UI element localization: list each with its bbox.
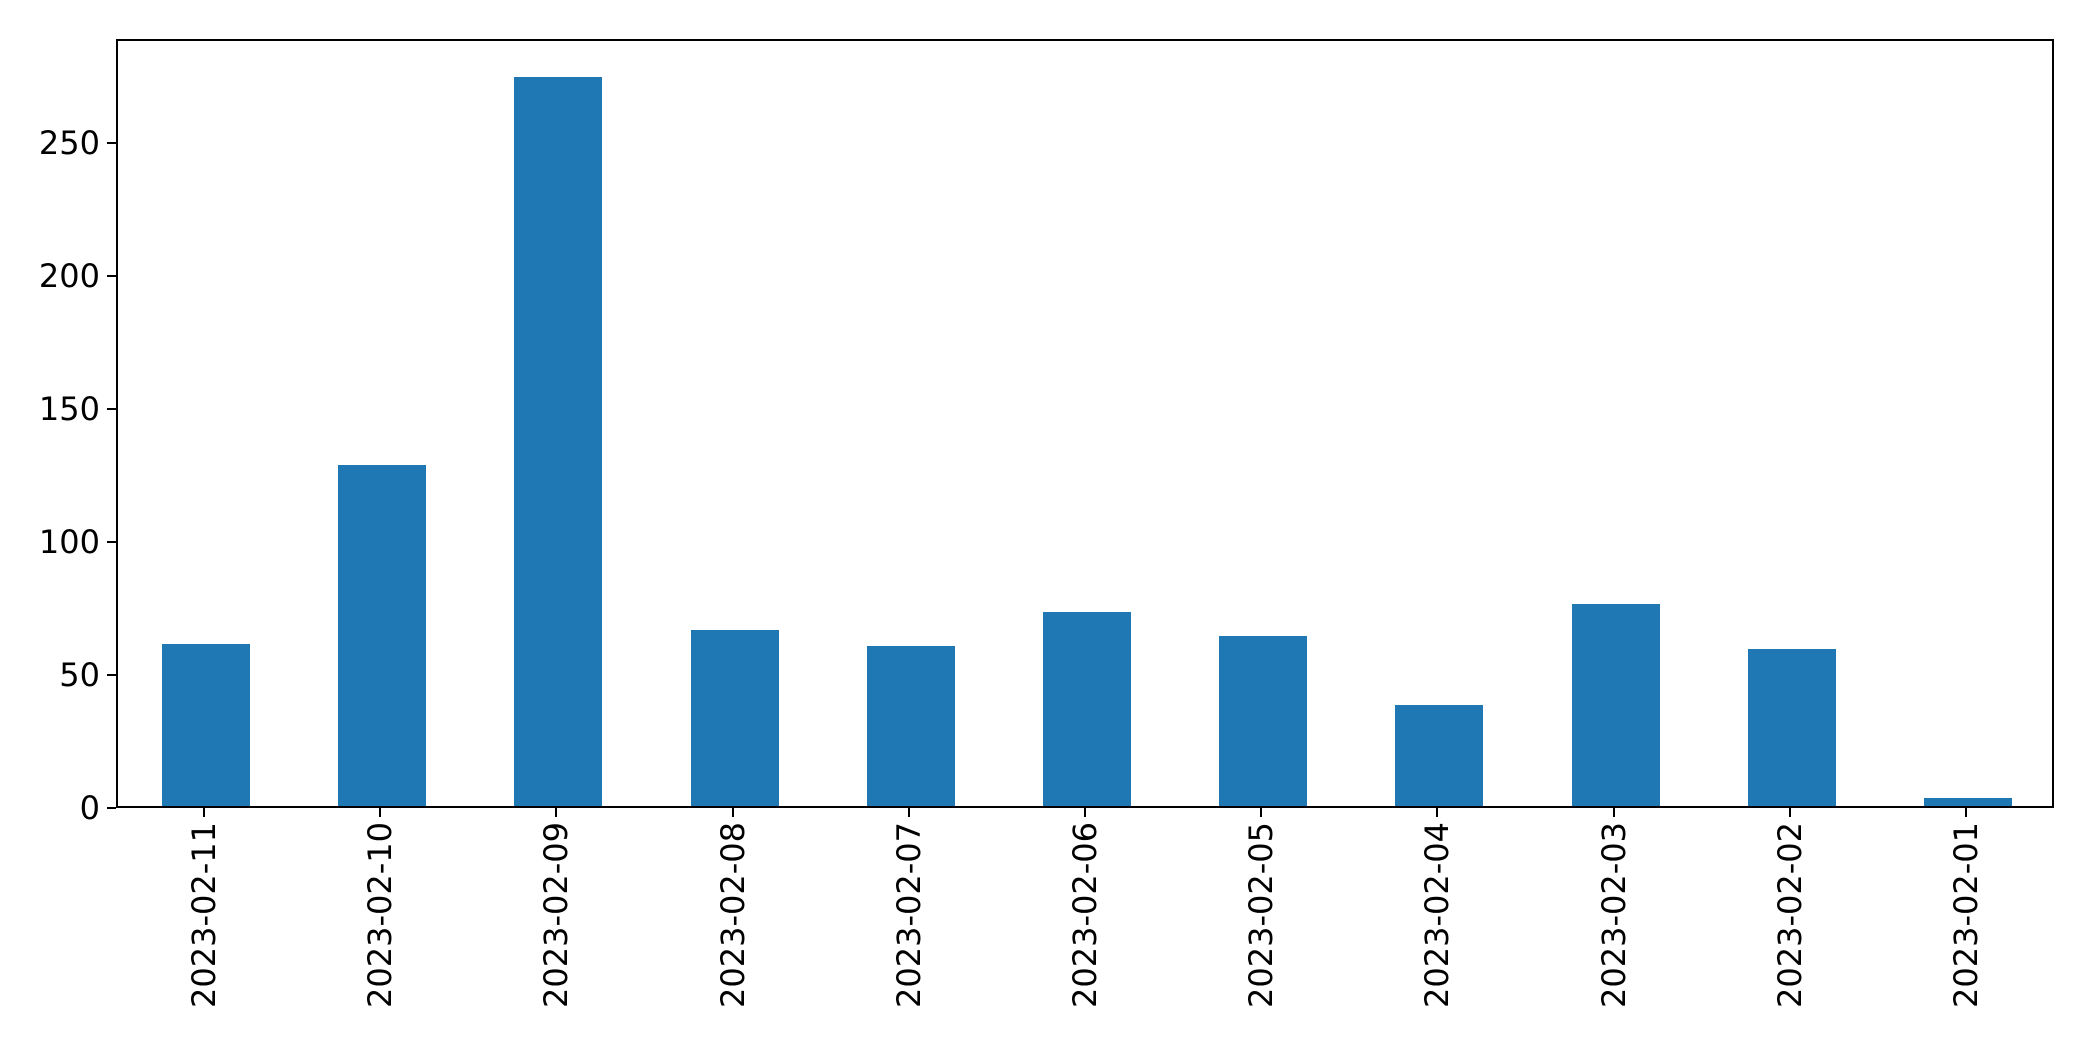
x-axis-tick-label: 2023-02-01 <box>1947 822 1985 1008</box>
x-axis-tick-mark <box>1084 808 1086 817</box>
x-axis-tick-label: 2023-02-09 <box>537 822 575 1008</box>
y-axis-tick-mark <box>107 673 116 676</box>
x-axis-tick-label: 2023-02-08 <box>714 822 752 1008</box>
x-axis-tick-mark <box>1789 808 1791 817</box>
bar-2023-02-04 <box>1395 705 1483 806</box>
y-axis-tick-mark <box>107 807 116 809</box>
x-axis-tick-label: 2023-02-02 <box>1771 822 1809 1008</box>
bar-2023-02-01 <box>1924 798 2012 806</box>
x-axis-tick-mark <box>908 808 910 817</box>
y-axis-tick-mark <box>107 274 116 277</box>
x-axis-tick-mark <box>1613 808 1615 817</box>
x-axis-tick-label: 2023-02-07 <box>890 822 928 1008</box>
bar-2023-02-11 <box>162 644 250 806</box>
x-axis-tick-mark <box>1965 808 1967 817</box>
bar-2023-02-08 <box>691 630 779 806</box>
plot-area <box>116 39 2054 808</box>
x-axis-tick-label: 2023-02-03 <box>1595 822 1633 1008</box>
y-axis-tick-mark <box>107 141 116 144</box>
bar-2023-02-06 <box>1043 612 1131 806</box>
y-axis-tick-mark <box>107 407 116 410</box>
x-axis-tick-mark <box>555 808 557 817</box>
y-axis-tick-label: 200 <box>38 256 100 295</box>
x-axis-tick-mark <box>1436 808 1438 817</box>
bar-2023-02-09 <box>514 77 602 806</box>
x-axis-tick-label: 2023-02-06 <box>1066 822 1104 1008</box>
bar-2023-02-07 <box>867 646 955 806</box>
bar-2023-02-10 <box>338 465 426 806</box>
y-axis-tick-label: 50 <box>59 655 100 694</box>
bar-2023-02-05 <box>1219 636 1307 806</box>
x-axis-tick-label: 2023-02-10 <box>361 822 399 1008</box>
bar-2023-02-03 <box>1572 604 1660 806</box>
x-axis-tick-mark <box>1260 808 1262 817</box>
x-axis-tick-label: 2023-02-04 <box>1418 822 1456 1008</box>
y-axis-tick-label: 100 <box>38 522 100 561</box>
x-axis-tick-label: 2023-02-11 <box>185 822 223 1008</box>
x-axis-tick-mark <box>379 808 381 817</box>
x-axis-tick-label: 2023-02-05 <box>1242 822 1280 1008</box>
x-axis-tick-mark <box>732 808 734 817</box>
x-axis-tick-mark <box>203 808 205 817</box>
bar-2023-02-02 <box>1748 649 1836 806</box>
y-axis-tick-label: 0 <box>79 789 100 827</box>
y-axis-tick-label: 150 <box>38 389 100 428</box>
y-axis-tick-mark <box>107 540 116 543</box>
y-axis-tick-label: 250 <box>38 123 100 162</box>
